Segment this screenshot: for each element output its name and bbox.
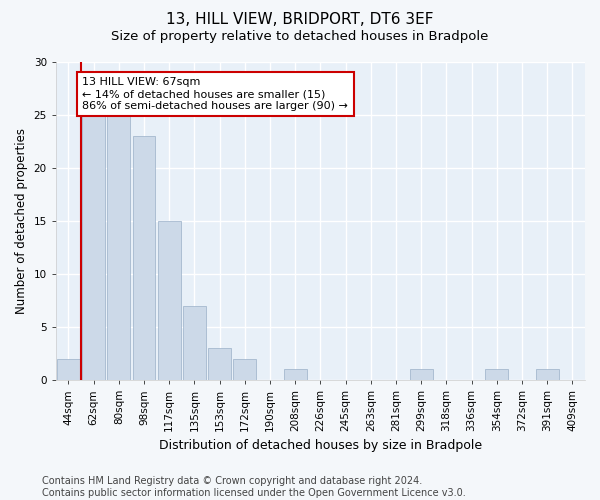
- Y-axis label: Number of detached properties: Number of detached properties: [15, 128, 28, 314]
- Text: Contains HM Land Registry data © Crown copyright and database right 2024.
Contai: Contains HM Land Registry data © Crown c…: [42, 476, 466, 498]
- Bar: [82, 114, 105, 380]
- Bar: [233, 359, 256, 380]
- X-axis label: Distribution of detached houses by size in Bradpole: Distribution of detached houses by size …: [159, 440, 482, 452]
- Bar: [410, 370, 433, 380]
- Bar: [57, 359, 80, 380]
- Bar: [183, 306, 206, 380]
- Bar: [208, 348, 231, 380]
- Text: 13, HILL VIEW, BRIDPORT, DT6 3EF: 13, HILL VIEW, BRIDPORT, DT6 3EF: [166, 12, 434, 28]
- Bar: [536, 370, 559, 380]
- Bar: [485, 370, 508, 380]
- Text: 13 HILL VIEW: 67sqm
← 14% of detached houses are smaller (15)
86% of semi-detach: 13 HILL VIEW: 67sqm ← 14% of detached ho…: [82, 78, 348, 110]
- Bar: [158, 221, 181, 380]
- Bar: [107, 114, 130, 380]
- Bar: [284, 370, 307, 380]
- Bar: [133, 136, 155, 380]
- Text: Size of property relative to detached houses in Bradpole: Size of property relative to detached ho…: [112, 30, 488, 43]
